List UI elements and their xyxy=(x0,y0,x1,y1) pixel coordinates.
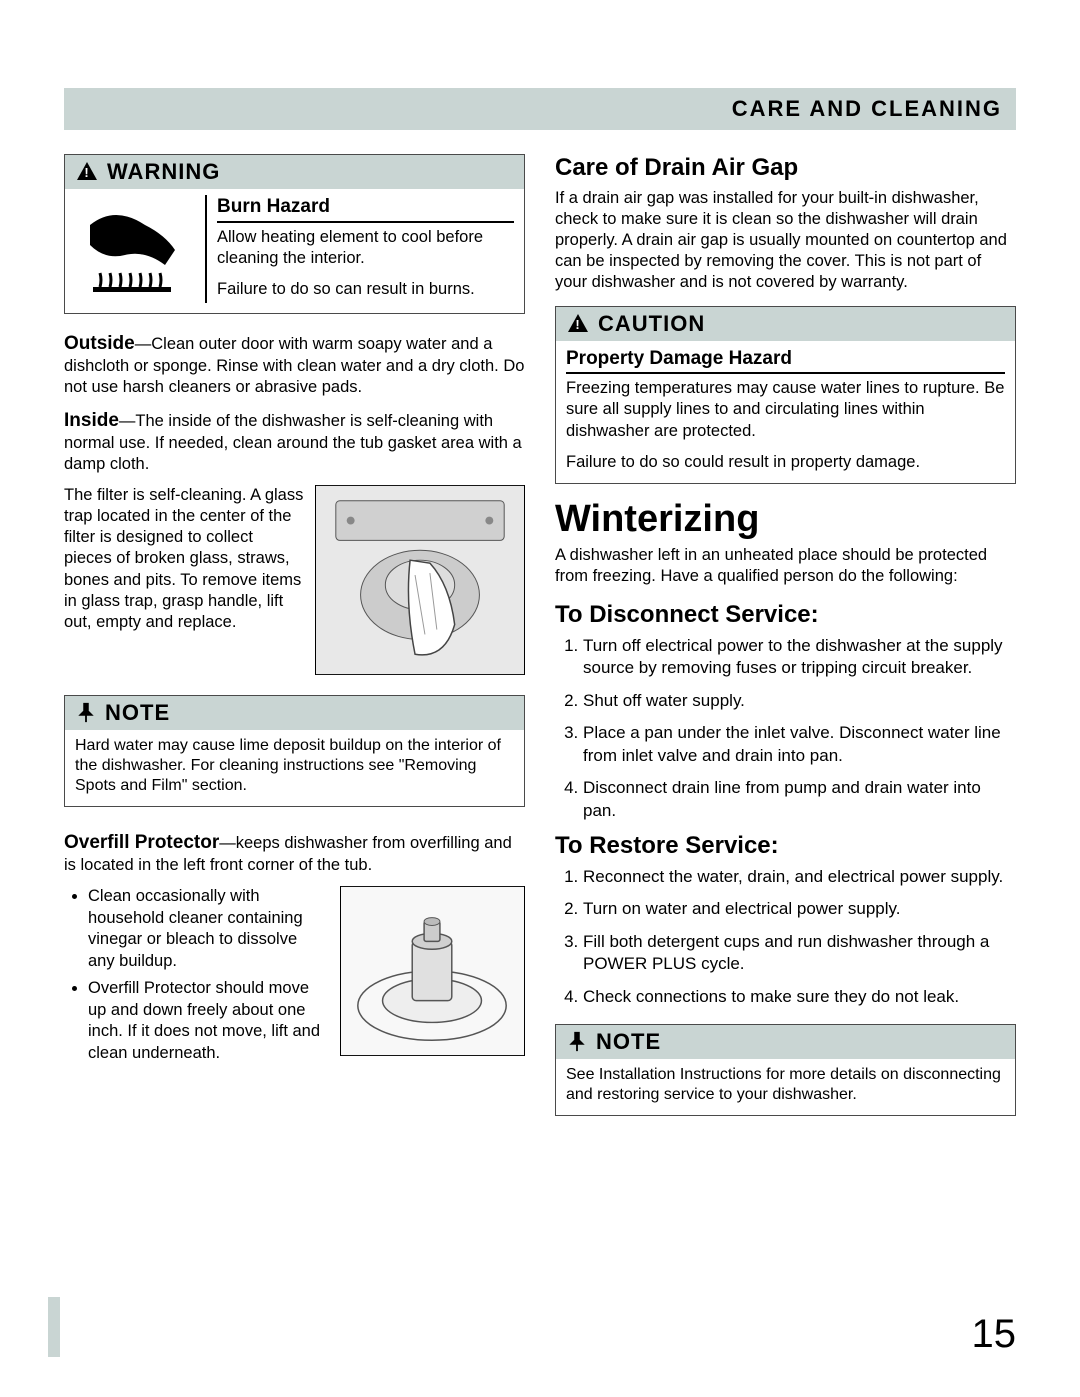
restore-step-4: Check connections to make sure they do n… xyxy=(583,986,1016,1008)
outside-lead: Outside xyxy=(64,333,135,354)
disconnect-step-2: Shut off water supply. xyxy=(583,690,1016,712)
note2-header: NOTE xyxy=(556,1025,1015,1059)
caution-line2: Failure to do so could result in propert… xyxy=(566,452,1005,473)
caution-triangle-icon: ! xyxy=(566,312,590,336)
overfill-illustration xyxy=(340,886,525,1056)
page: CARE AND CLEANING ! WARNING xyxy=(0,0,1080,1176)
overfill-bullet-1: Clean occasionally with household cleane… xyxy=(88,886,326,972)
restore-steps: Reconnect the water, drain, and electric… xyxy=(555,866,1016,1008)
warning-callout: ! WARNING xyxy=(64,154,525,314)
warning-label: WARNING xyxy=(107,159,220,185)
burn-hazard-icon xyxy=(75,195,195,303)
caution-header: ! CAUTION xyxy=(556,307,1015,341)
burn-hazard-title: Burn Hazard xyxy=(217,195,514,223)
note1-label: NOTE xyxy=(105,700,170,726)
caution-label: CAUTION xyxy=(598,311,705,337)
filter-text: The filter is self-cleaning. A glass tra… xyxy=(64,485,305,633)
warning-line1: Allow heating element to cool before cle… xyxy=(217,227,514,269)
note2-body: See Installation Instructions for more d… xyxy=(556,1059,1015,1115)
right-column: Care of Drain Air Gap If a drain air gap… xyxy=(555,154,1016,1116)
restore-step-2: Turn on water and electrical power suppl… xyxy=(583,898,1016,920)
pushpin-icon xyxy=(566,1031,588,1053)
warning-content-row: Burn Hazard Allow heating element to coo… xyxy=(75,195,514,303)
page-number: 15 xyxy=(972,1312,1017,1357)
svg-text:!: ! xyxy=(84,165,89,180)
caution-callout: ! CAUTION Property Damage Hazard Freezin… xyxy=(555,306,1016,484)
restore-title: To Restore Service: xyxy=(555,832,1016,860)
warning-body: Burn Hazard Allow heating element to coo… xyxy=(65,189,524,313)
note2-text: See Installation Instructions for more d… xyxy=(566,1066,1001,1103)
note2-label: NOTE xyxy=(596,1029,661,1055)
note1-callout: NOTE Hard water may cause lime deposit b… xyxy=(64,695,525,807)
disconnect-step-3: Place a pan under the inlet valve. Disco… xyxy=(583,722,1016,767)
winterizing-text: A dishwasher left in an unheated place s… xyxy=(555,545,1016,587)
note1-body: Hard water may cause lime deposit buildu… xyxy=(65,730,524,806)
airgap-title: Care of Drain Air Gap xyxy=(555,154,1016,182)
pushpin-icon xyxy=(75,702,97,724)
warning-text-block: Burn Hazard Allow heating element to coo… xyxy=(205,195,514,303)
restore-step-3: Fill both detergent cups and run dishwas… xyxy=(583,931,1016,976)
note1-header: NOTE xyxy=(65,696,524,730)
caution-line1: Freezing temperatures may cause water li… xyxy=(566,378,1005,441)
outside-paragraph: Outside—Clean outer door with warm soapy… xyxy=(64,332,525,399)
overfill-row: Clean occasionally with household cleane… xyxy=(64,886,525,1070)
filter-illustration xyxy=(315,485,525,675)
disconnect-step-1: Turn off electrical power to the dishwas… xyxy=(583,635,1016,680)
note1-text: Hard water may cause lime deposit buildu… xyxy=(75,737,501,794)
disconnect-title: To Disconnect Service: xyxy=(555,601,1016,629)
overfill-bullet-2: Overfill Protector should move up and do… xyxy=(88,978,326,1064)
section-header: CARE AND CLEANING xyxy=(64,88,1016,130)
inside-lead: Inside xyxy=(64,410,119,431)
note2-callout: NOTE See Installation Instructions for m… xyxy=(555,1024,1016,1116)
overfill-lead: Overfill Protector xyxy=(64,832,219,853)
caution-body: Property Damage Hazard Freezing temperat… xyxy=(556,341,1015,483)
winterizing-title: Winterizing xyxy=(555,498,1016,541)
inside-text: —The inside of the dishwasher is self-cl… xyxy=(64,412,522,473)
restore-step-1: Reconnect the water, drain, and electric… xyxy=(583,866,1016,888)
warning-header: ! WARNING xyxy=(65,155,524,189)
overfill-bullets: Clean occasionally with household cleane… xyxy=(64,886,326,1070)
warning-triangle-icon: ! xyxy=(75,160,99,184)
side-tab xyxy=(48,1297,60,1357)
section-header-text: CARE AND CLEANING xyxy=(732,96,1002,121)
disconnect-step-4: Disconnect drain line from pump and drai… xyxy=(583,777,1016,822)
two-column-layout: ! WARNING xyxy=(64,154,1016,1116)
disconnect-steps: Turn off electrical power to the dishwas… xyxy=(555,635,1016,822)
warning-line2: Failure to do so can result in burns. xyxy=(217,279,514,300)
airgap-text: If a drain air gap was installed for you… xyxy=(555,188,1016,294)
left-column: ! WARNING xyxy=(64,154,525,1116)
property-hazard-title: Property Damage Hazard xyxy=(566,347,1005,375)
filter-row: The filter is self-cleaning. A glass tra… xyxy=(64,485,525,675)
svg-text:!: ! xyxy=(575,317,580,332)
